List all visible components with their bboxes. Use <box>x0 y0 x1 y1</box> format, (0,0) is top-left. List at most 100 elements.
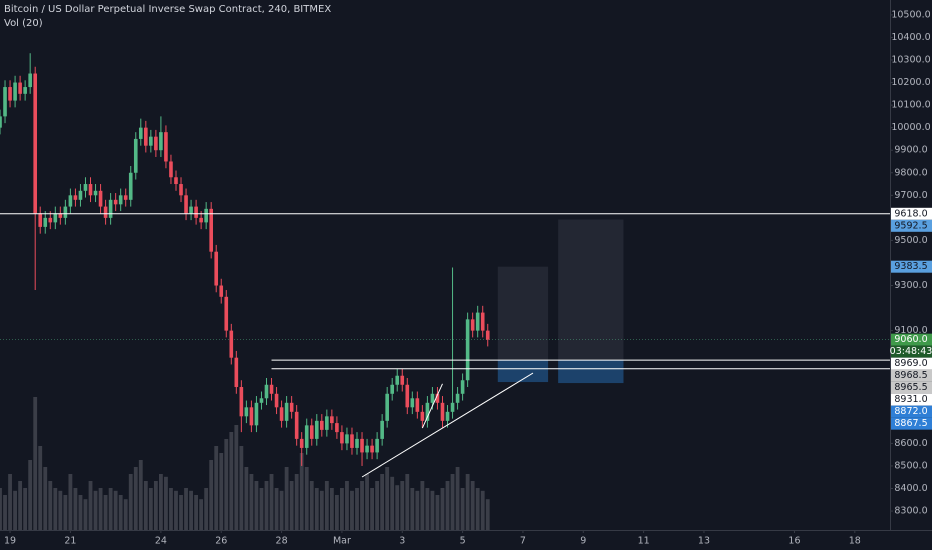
candle-body <box>98 190 103 207</box>
volume-bar <box>63 495 68 530</box>
volume-bar <box>450 474 455 530</box>
y-tick-label: 10500.0 <box>891 9 930 20</box>
y-tick-label: 10400.0 <box>891 32 930 43</box>
volume-bar <box>8 474 12 530</box>
x-tick-label: 9 <box>580 536 586 547</box>
candle-body <box>380 420 384 439</box>
volume-bar <box>148 488 153 530</box>
candle-body <box>234 357 239 388</box>
candle-body <box>78 190 83 200</box>
volume-bar <box>390 476 395 530</box>
volume-bar <box>279 490 284 530</box>
price-tag-label: 8965.5 <box>894 382 927 393</box>
volume-bar <box>380 474 385 530</box>
candle-body <box>189 206 193 214</box>
candle-body <box>345 434 349 444</box>
candle-body <box>475 312 480 331</box>
price-tag <box>891 393 932 406</box>
y-tick-label: 8300.0 <box>894 506 927 517</box>
volume-bar <box>13 490 17 530</box>
candle-body <box>88 184 93 196</box>
volume-bar <box>405 474 410 530</box>
volume-bar <box>365 474 369 530</box>
volume-bar <box>33 397 38 530</box>
position-target-zone <box>558 219 624 361</box>
volume-bar <box>98 488 103 530</box>
volume-bar <box>299 453 304 530</box>
volume-bar <box>259 488 264 530</box>
volume-bar <box>370 488 375 530</box>
candle-body <box>28 73 32 88</box>
candle-body <box>184 195 188 214</box>
countdown-label: 03:48:43 <box>890 346 932 357</box>
volume-bar <box>304 467 309 530</box>
candle-body <box>113 199 118 205</box>
y-tick-label: 10200.0 <box>891 77 930 88</box>
candle-body <box>355 438 359 448</box>
candle-body <box>375 438 379 453</box>
candle-body <box>133 138 138 173</box>
candle-body <box>440 402 445 421</box>
volume-bar <box>324 481 329 530</box>
price-tag-label: 9592.5 <box>894 220 927 231</box>
trendline <box>361 372 534 478</box>
volume-bar <box>360 481 364 530</box>
candle-body <box>23 87 27 94</box>
volume-bar <box>224 439 229 530</box>
x-tick-label: 18 <box>849 536 861 547</box>
volume-bar <box>153 481 158 530</box>
candle-body <box>309 425 314 439</box>
candle-body <box>48 217 53 223</box>
volume-bar <box>103 495 108 530</box>
candle-body <box>239 387 244 417</box>
candle-body <box>38 213 43 227</box>
price-tag-label: 8969.0 <box>894 358 927 369</box>
x-tick-label: 21 <box>64 536 76 547</box>
x-tick-label: 26 <box>215 536 227 547</box>
volume-bar <box>375 481 380 530</box>
candle-body <box>465 319 470 381</box>
candle-body <box>204 208 208 223</box>
candle-body <box>58 213 63 218</box>
price-tag <box>891 381 932 394</box>
y-tick-label: 9500.0 <box>894 235 927 246</box>
volume-bar <box>445 481 450 530</box>
y-tick-label: 10100.0 <box>891 100 930 111</box>
y-tick-label: 8400.0 <box>894 483 927 494</box>
volume-bar <box>425 488 430 530</box>
volume-bar <box>234 425 239 530</box>
volume-bar <box>108 488 113 530</box>
candle-body <box>219 285 224 297</box>
candle-body <box>169 161 173 178</box>
price-tag <box>891 369 932 382</box>
position-stop-zone <box>558 360 624 384</box>
volume-bar <box>23 488 28 530</box>
candle-body <box>450 402 455 412</box>
y-tick-label: 8500.0 <box>894 460 927 471</box>
price-tag <box>891 207 932 220</box>
candle-body <box>365 445 369 453</box>
volume-bar <box>133 467 138 530</box>
volume-bar <box>269 474 274 530</box>
x-tick-label: 5 <box>460 536 466 547</box>
x-tick-label: 3 <box>399 536 405 547</box>
trendline <box>421 383 443 429</box>
volume-bar <box>18 481 23 530</box>
volume-bar <box>113 490 118 530</box>
candle-body <box>470 319 475 331</box>
volume-bar <box>244 467 249 530</box>
y-tick-label: 9100.0 <box>894 325 927 336</box>
candle-body <box>199 217 203 223</box>
price-tag <box>891 333 932 346</box>
candle-body <box>103 206 108 218</box>
candle-body <box>274 393 279 408</box>
countdown-tag <box>891 345 932 358</box>
candle-body <box>128 172 133 200</box>
price-tag <box>891 260 932 273</box>
plot <box>0 53 890 530</box>
candle-body <box>340 432 344 444</box>
position-target-zone <box>497 266 549 361</box>
price-tag-label: 8931.0 <box>894 394 927 405</box>
volume-bar <box>0 488 2 530</box>
